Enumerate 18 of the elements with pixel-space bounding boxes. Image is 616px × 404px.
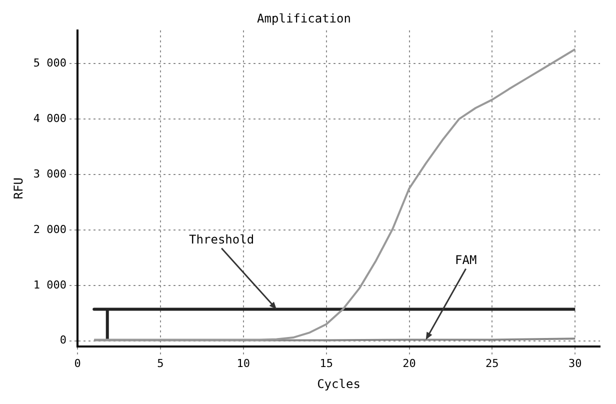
annotation: FAM <box>454 252 477 267</box>
x-tick-label: 5 <box>157 356 164 370</box>
x-tick-label: 0 <box>74 356 81 370</box>
x-tick-label: 10 <box>236 356 250 370</box>
y-tick-label: 5 000 <box>33 56 67 70</box>
annotation: Threshold <box>189 232 254 246</box>
y-tick-label: 3 000 <box>33 167 67 180</box>
x-tick-label: 25 <box>486 356 499 370</box>
x-tick-label: 30 <box>568 356 582 370</box>
y-tick-label: 2 000 <box>33 222 67 236</box>
y-tick-label: 1 000 <box>33 278 67 292</box>
y-tick-label: 0 <box>60 334 67 347</box>
x-tick-label: 20 <box>402 356 416 370</box>
x-tick-label: 15 <box>320 356 333 370</box>
y-tick-label: 4 000 <box>33 112 67 125</box>
y-axis-title: RFU <box>11 178 26 200</box>
x-axis-title: Cycles <box>317 376 360 391</box>
chart-title: Amplification <box>257 11 351 26</box>
